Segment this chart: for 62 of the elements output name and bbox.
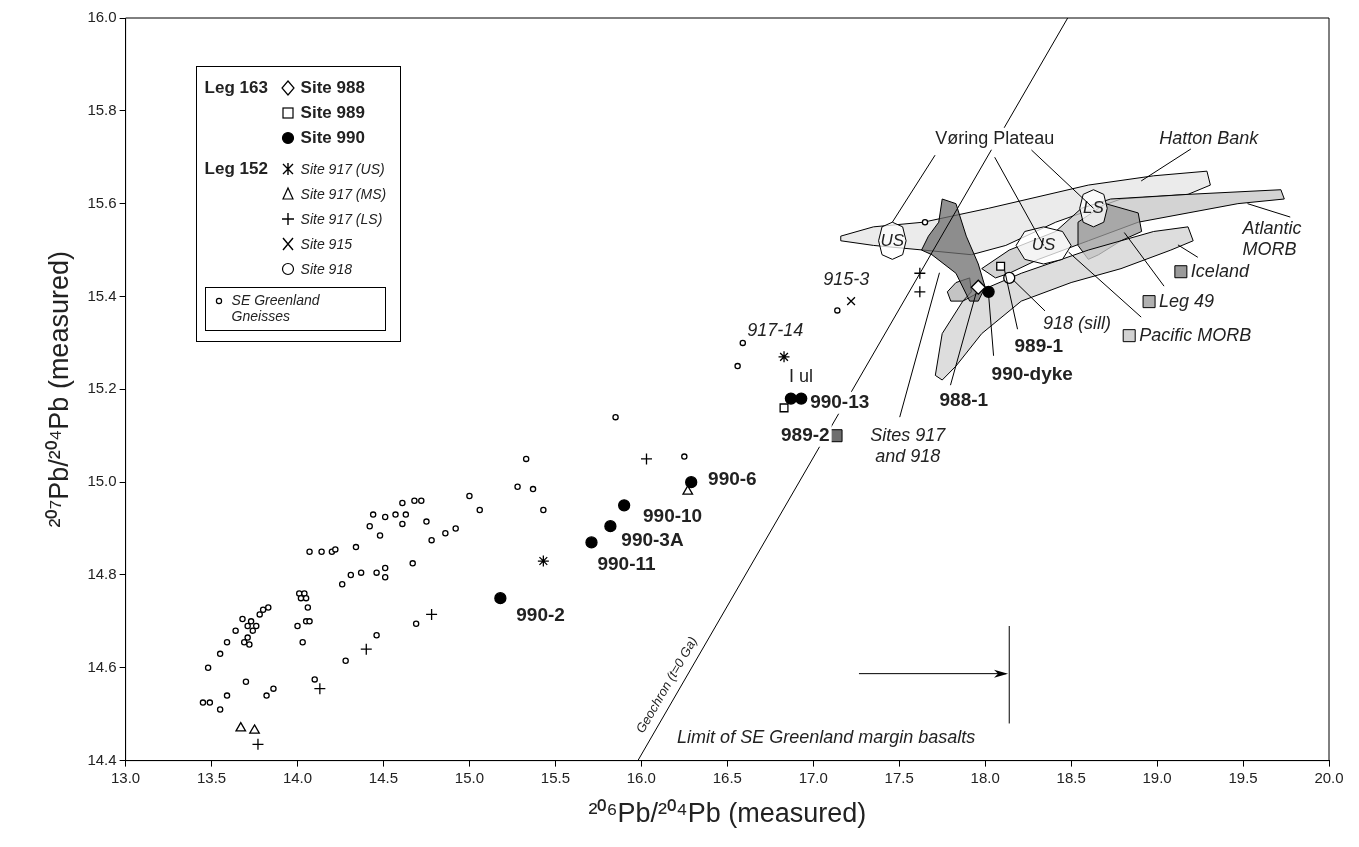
y-tick-label: 14.6 [87, 657, 117, 675]
legend-label: Site 917 (US) [300, 160, 385, 177]
legend-label: Leg 49 [1159, 290, 1215, 311]
legend-label: Sites 917 and 918 [870, 424, 947, 466]
legend-label: Iceland [1190, 260, 1250, 281]
x-tick-label: 16.5 [712, 768, 742, 786]
x-tick-label: 17.5 [884, 768, 914, 786]
annotation: 990-6 [708, 468, 757, 490]
y-tick-label: 14.8 [87, 565, 117, 583]
annotation: 989-1 [1014, 334, 1064, 356]
annotation: Vøring Plateau [935, 127, 1055, 148]
legend-label: Site 989 [300, 102, 365, 123]
annotation: 917-14 [747, 320, 804, 341]
legend-label: SE Greenland Gneisses [231, 292, 321, 324]
annotation: 990-11 [597, 553, 656, 575]
x-tick-label: 18.0 [970, 768, 1000, 786]
y-tick-label: 16.0 [87, 8, 117, 26]
annotation: 990-dyke [991, 362, 1073, 384]
x-tick-label: 20.0 [1314, 768, 1344, 786]
annotation: 990-10 [643, 504, 703, 526]
annotation: 918 (sill) [1043, 313, 1112, 334]
x-tick-label: 17.0 [798, 768, 828, 786]
annotation: 915-3 [823, 269, 870, 290]
x-tick-label: 16.0 [626, 768, 656, 786]
legend-label: Site 918 [300, 260, 352, 277]
y-tick-label: 15.2 [87, 379, 117, 397]
y-tick-label: 15.8 [87, 100, 117, 118]
x-axis-title: ²⁰⁶Pb/²⁰⁴Pb (measured) [588, 798, 867, 829]
annotation: 990-13 [810, 390, 870, 412]
series-label: Atlantic MORB [1241, 218, 1302, 260]
legend-label: Site 988 [300, 77, 365, 98]
legend-label: Site 917 (LS) [300, 210, 383, 227]
x-tick-label: 15.0 [454, 768, 485, 786]
x-tick-label: 14.0 [282, 768, 313, 786]
y-tick-label: 15.0 [87, 472, 117, 490]
annotation: 989-2 [781, 423, 830, 445]
annotation: 990-2 [516, 603, 565, 625]
series-label: US [1031, 235, 1057, 255]
legend-label: Pacific MORB [1139, 324, 1252, 345]
annotation: Leg 163 [204, 77, 269, 98]
annotation: Limit of SE Greenland margin basalts [677, 726, 976, 747]
series-label: Hatton Bank [1159, 127, 1260, 148]
x-tick-label: 19.0 [1142, 768, 1172, 786]
y-tick-label: 15.4 [87, 286, 117, 304]
y-axis-title: ²⁰⁷Pb/²⁰⁴Pb (measured) [43, 251, 74, 528]
x-tick-label: 19.5 [1228, 768, 1258, 786]
x-tick-label: 14.5 [368, 768, 399, 786]
x-tick-label: 15.5 [540, 768, 570, 786]
annotation: 988-1 [939, 388, 989, 410]
x-tick-label: 18.5 [1056, 768, 1086, 786]
annotation: Leg 152 [204, 158, 269, 179]
series-label: LS [1083, 198, 1105, 218]
annotation: I ul [789, 366, 814, 387]
annotation: 990-3A [621, 528, 684, 550]
legend-label: Site 917 (MS) [300, 185, 387, 202]
x-tick-label: 13.0 [110, 768, 141, 786]
legend-label: Site 915 [300, 235, 352, 252]
series-label: US [880, 230, 905, 250]
y-tick-label: 15.6 [87, 193, 117, 211]
y-tick-label: 14.4 [87, 750, 117, 768]
x-tick-label: 13.5 [196, 768, 227, 786]
legend-label: Site 990 [300, 127, 365, 148]
